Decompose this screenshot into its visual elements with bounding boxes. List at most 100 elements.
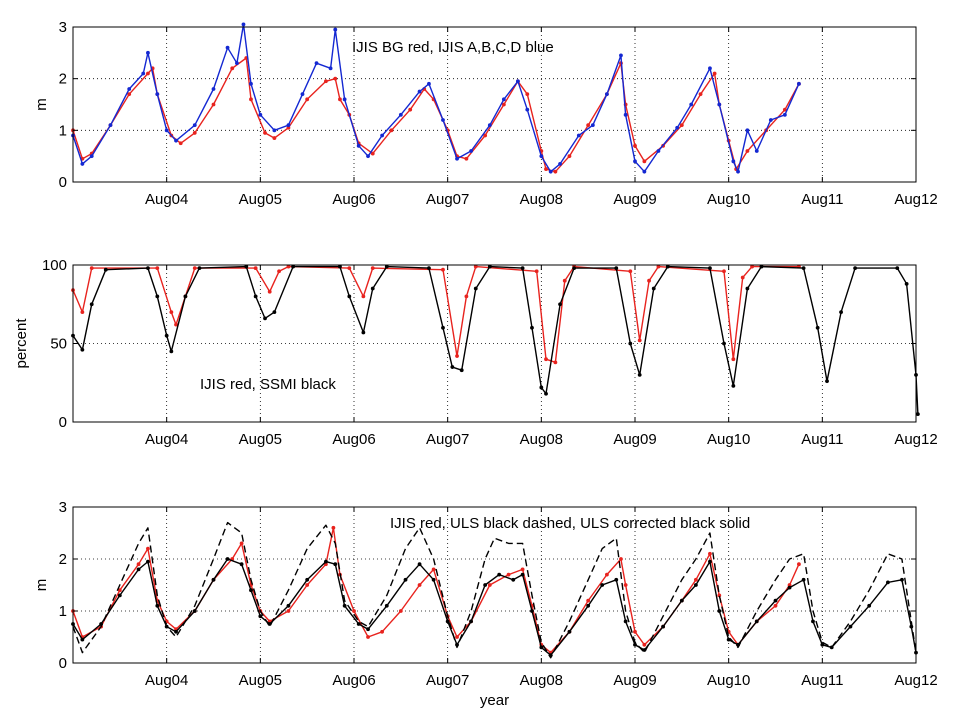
data-point	[600, 583, 605, 587]
data-point	[441, 267, 445, 272]
x-tick-label: Aug07	[426, 431, 469, 448]
data-point	[89, 266, 94, 271]
data-point	[455, 156, 459, 161]
data-point	[272, 136, 277, 140]
axes-box	[72, 506, 917, 664]
data-point	[455, 642, 459, 647]
data-point	[534, 269, 539, 274]
data-point	[708, 551, 712, 556]
y-tick-label: 1	[59, 603, 67, 620]
data-point	[708, 266, 712, 271]
data-point	[431, 567, 436, 572]
data-point	[361, 330, 366, 335]
data-point	[605, 92, 609, 97]
data-point	[576, 133, 581, 138]
x-tick-label: Aug05	[239, 431, 282, 448]
data-point	[333, 562, 338, 567]
data-point	[619, 53, 623, 58]
data-point	[127, 92, 132, 97]
data-point	[324, 559, 328, 564]
data-point	[197, 266, 202, 271]
data-point	[417, 89, 422, 94]
data-point	[338, 264, 342, 269]
data-point	[586, 603, 591, 608]
data-point	[174, 322, 178, 327]
data-point	[305, 97, 310, 102]
data-point	[567, 154, 572, 159]
data-point	[328, 66, 333, 71]
data-point	[286, 264, 291, 269]
data-point	[548, 169, 553, 174]
data-point	[192, 131, 197, 135]
data-point	[127, 87, 132, 91]
data-point	[408, 107, 413, 112]
data-point	[511, 577, 516, 582]
y-tick-label: 0	[59, 174, 67, 191]
data-point	[146, 50, 150, 55]
x-tick-label: Aug11	[801, 431, 843, 448]
data-point	[633, 629, 637, 634]
data-point	[469, 149, 473, 153]
x-tick-label: Aug07	[426, 191, 469, 208]
data-point	[839, 310, 843, 314]
data-point	[305, 583, 310, 587]
data-point	[164, 128, 169, 133]
data-point	[300, 92, 305, 97]
data-point	[801, 577, 806, 582]
data-point	[745, 149, 750, 153]
data-point	[759, 264, 764, 269]
data-point	[628, 269, 633, 274]
data-point	[389, 128, 394, 133]
data-point	[895, 266, 900, 271]
data-point	[642, 159, 647, 164]
data-point	[146, 546, 150, 551]
data-point	[726, 637, 731, 642]
data-point	[717, 102, 722, 107]
data-point	[291, 264, 296, 269]
data-point	[117, 593, 122, 598]
axes-box	[72, 26, 917, 183]
data-point	[249, 588, 253, 593]
x-tick-label: Aug07	[426, 672, 469, 689]
data-point	[267, 289, 272, 294]
data-point	[342, 603, 347, 608]
data-point	[89, 154, 94, 159]
x-tick-label: Aug05	[239, 672, 282, 689]
data-point	[815, 325, 820, 330]
data-point	[548, 653, 553, 658]
data-point	[708, 66, 712, 71]
data-point	[155, 92, 160, 97]
data-point	[731, 357, 736, 362]
data-point	[829, 645, 834, 650]
data-point	[347, 266, 352, 271]
data-point	[497, 572, 502, 577]
data-point	[614, 577, 619, 582]
x-tick-label: Aug04	[145, 191, 188, 208]
data-point	[708, 559, 712, 564]
data-point	[80, 162, 85, 166]
x-tick-label: Aug04	[145, 431, 188, 448]
y-tick-label: 2	[59, 71, 67, 88]
data-point	[909, 624, 914, 629]
data-point	[272, 128, 277, 133]
data-point	[623, 583, 628, 587]
data-point	[441, 118, 445, 122]
data-point	[567, 629, 572, 634]
data-point	[417, 562, 422, 567]
data-point	[633, 642, 637, 647]
data-point	[146, 559, 150, 564]
data-point	[403, 577, 408, 582]
data-point	[305, 577, 310, 582]
data-point	[464, 156, 469, 161]
data-point	[459, 368, 464, 373]
x-tick-label: Aug11	[801, 191, 843, 208]
data-point	[717, 609, 722, 613]
data-point	[239, 541, 244, 546]
x-tick-label: Aug08	[520, 672, 563, 689]
data-point	[553, 169, 558, 174]
data-point	[717, 593, 722, 598]
data-point	[740, 275, 745, 280]
data-point	[886, 580, 890, 585]
x-tick-label: Aug08	[520, 431, 563, 448]
data-point	[642, 648, 647, 652]
